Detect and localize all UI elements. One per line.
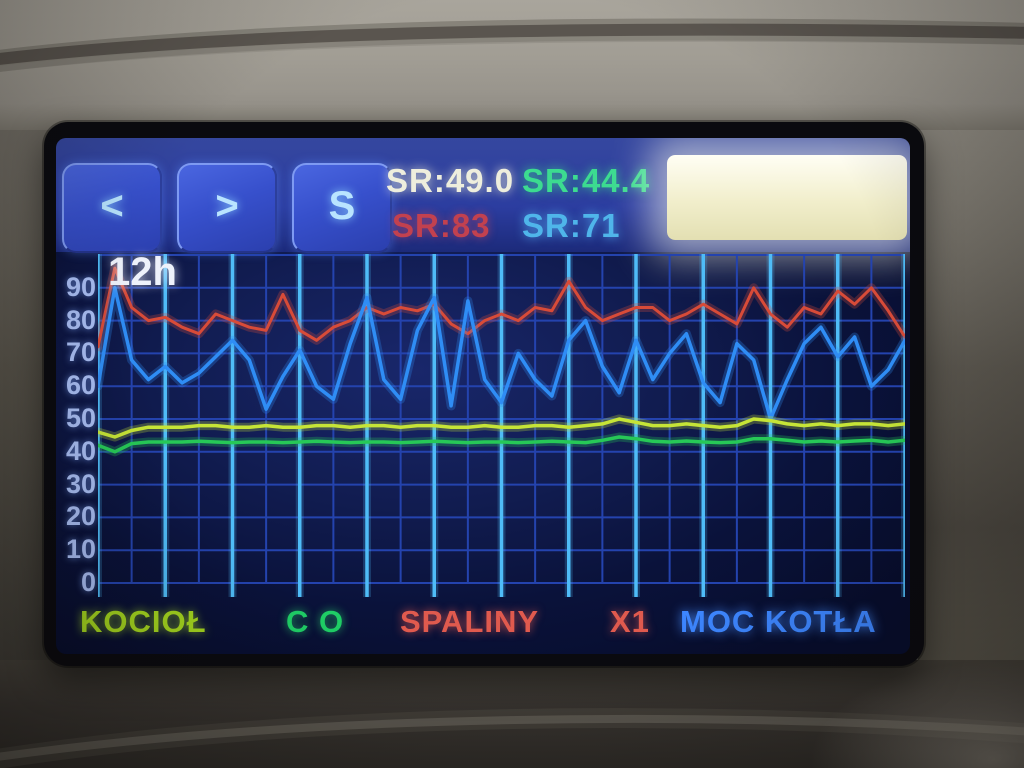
device-left-panel (0, 130, 52, 660)
y-tick-label: 30 (65, 468, 96, 499)
glare-panel-button[interactable] (667, 155, 907, 240)
y-tick-label: 60 (65, 370, 96, 401)
avg-readout-moc: SR:71 (522, 207, 621, 244)
device-top-panel (0, 0, 1024, 130)
panel-groove (0, 18, 1024, 72)
legend-x1: X1 (610, 604, 650, 639)
device-right-panel (918, 130, 1024, 660)
legend-moc: MOC KOTŁA (680, 604, 877, 639)
avg-readout-spaliny: SR:83 (392, 207, 491, 244)
y-tick-label: 50 (65, 403, 96, 433)
avg-readout-kociol: SR:49.0 (386, 162, 515, 199)
series-line-spaliny (98, 266, 905, 349)
legend-spaliny: SPALINY (400, 604, 540, 639)
prev-button[interactable]: < (62, 163, 162, 253)
series-line-c-o (98, 435, 905, 454)
time-range-label: 12h (108, 250, 177, 294)
device-bottom-panel (0, 660, 1024, 768)
y-tick-label: 40 (65, 435, 96, 466)
y-tick-label: 80 (65, 304, 96, 335)
corner-highlight (0, 660, 1024, 768)
y-tick-label: 0 (80, 567, 96, 597)
y-tick-label: 20 (65, 501, 96, 532)
chart-canvas (98, 254, 905, 597)
avg-readout-co: SR:44.4 (522, 162, 651, 199)
legend-co: C O (286, 604, 345, 639)
legend-kociol: KOCIOŁ (80, 604, 207, 639)
chart-legend: KOCIOŁ C O SPALINY X1 MOC KOTŁA (56, 604, 910, 644)
y-tick-label: 70 (65, 337, 96, 368)
y-tick-label: 10 (65, 534, 96, 565)
series-line-kocio- (98, 417, 905, 439)
y-tick-label: 90 (65, 271, 96, 302)
next-button[interactable]: > (177, 163, 277, 253)
s-button[interactable]: S (292, 163, 392, 253)
